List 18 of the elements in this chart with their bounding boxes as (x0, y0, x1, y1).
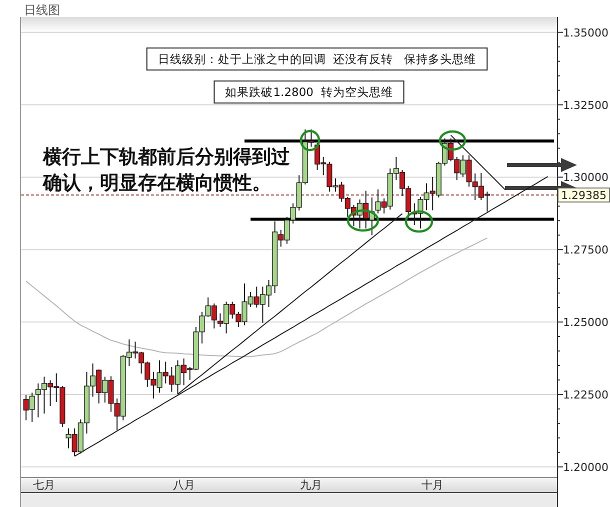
y-tick-label: 1.35000 (563, 26, 608, 40)
x-tick-label: 八月 (172, 478, 195, 492)
y-tick-label: 1.30000 (563, 171, 608, 184)
annotation: 如果跌破1.2800 转为空头思维 (214, 80, 404, 104)
y-tick-label: 1.22500 (563, 388, 608, 402)
ref-line-label: 1.29385 (561, 189, 606, 202)
y-tick-label: 1.20000 (563, 460, 608, 474)
annotation: 日线级别：处于上涨之中的回调 还没有反转 保持多头思维 (158, 52, 476, 66)
x-tick-label: 七月 (33, 478, 56, 492)
y-tick-label: 1.32500 (563, 98, 608, 112)
annotation: 如果跌破1.2800 转为空头思维 (225, 85, 393, 99)
x-tick-label: 九月 (300, 478, 322, 492)
title: 日线图 (24, 3, 60, 17)
annotation: 横行上下轨都前后分别得到过确认，明显存在横向惯性。 (43, 146, 290, 194)
x-tick-label: 十月 (422, 478, 444, 492)
annotation: 日线级别：处于上涨之中的回调 还没有反转 保持多头思维 (146, 48, 488, 70)
y-tick-label: 1.25000 (563, 316, 608, 330)
y-tick-label: 1.27500 (563, 244, 608, 257)
